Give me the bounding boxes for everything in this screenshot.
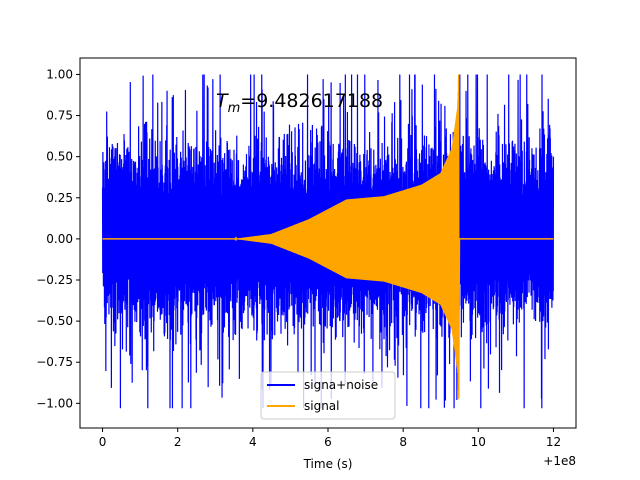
annotation-value: =9.482617188 [240,90,383,112]
legend-label-signal-plus-noise: signa+noise [304,378,378,392]
y-tick-label: 0.50 [46,150,73,164]
annotation-subscript: m [228,101,241,116]
x-axis: 0 2 4 6 8 10 12 [99,428,561,449]
y-tick-label: −1.00 [36,396,73,410]
x-tick-label: 10 [471,435,486,449]
legend-box [260,371,396,420]
y-tick-label: −0.25 [36,273,73,287]
x-tick-label: 2 [174,435,182,449]
annotation-tm: Tm=9.482617188 [216,90,383,116]
plot-area [101,74,555,409]
series-signal [102,74,554,399]
x-tick-label: 8 [399,435,407,449]
series-line [101,74,555,409]
x-tick-label: 12 [546,435,561,449]
y-tick-label: −0.50 [36,314,73,328]
y-tick-label: 1.00 [46,67,73,81]
x-axis-offset-label: +1e8 [543,454,576,468]
annotation-prefix: T [216,90,229,112]
x-tick-label: 0 [99,435,107,449]
x-tick-label: 6 [324,435,332,449]
y-tick-label: 0.00 [46,232,73,246]
x-tick-label: 4 [249,435,257,449]
y-tick-label: −0.75 [36,355,73,369]
y-tick-label: 0.75 [46,109,73,123]
legend: signa+noise signal [260,371,396,420]
y-tick-label: 0.25 [46,191,73,205]
x-axis-label: Time (s) [303,457,353,471]
legend-label-signal: signal [304,399,340,413]
series-signal-plus-noise [101,74,555,409]
y-axis: −1.00 −0.75 −0.50 −0.25 0.00 0.25 0.50 0.75 1.00 [36,67,80,410]
